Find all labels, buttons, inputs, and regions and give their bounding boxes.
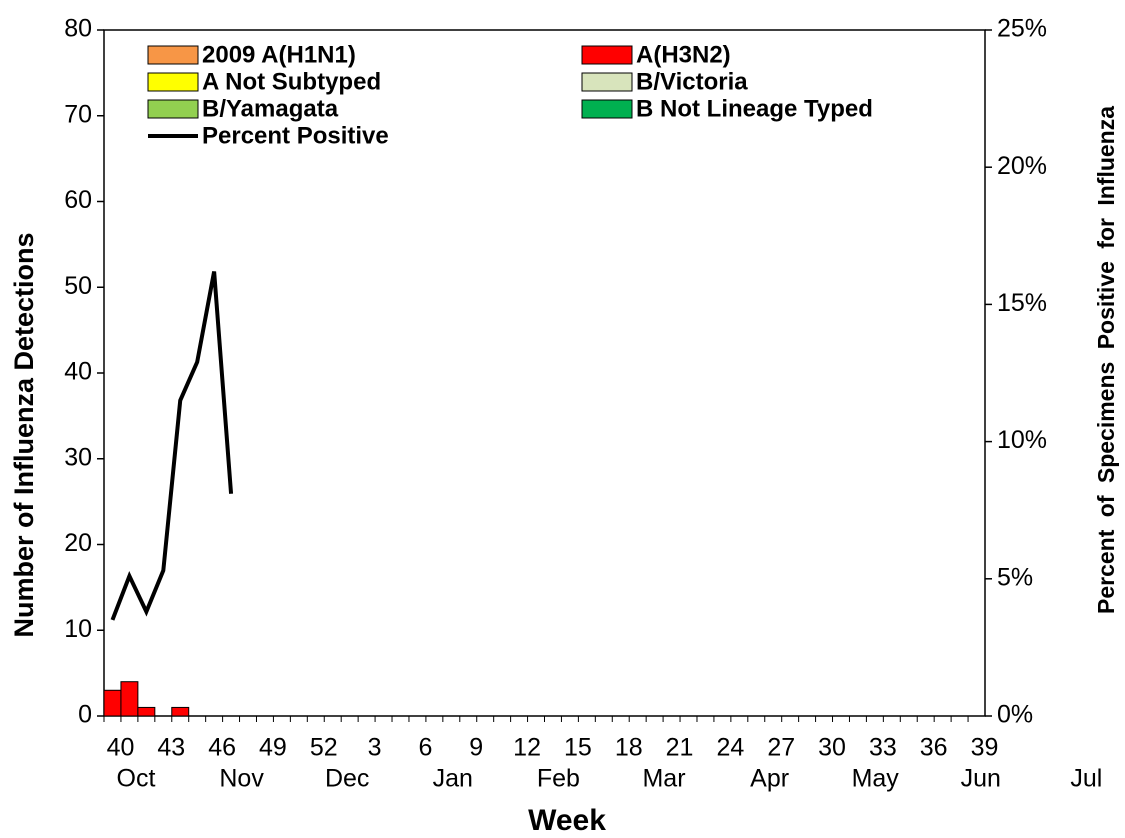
month-label: Mar [642, 765, 685, 793]
x-tick-label: 39 [971, 734, 999, 762]
legend-label: Percent Positive [202, 122, 389, 149]
y2-tick-label: 0% [997, 701, 1033, 729]
month-label: Jun [961, 765, 1001, 793]
bar [120, 681, 139, 717]
x-tick-label: 27 [767, 734, 795, 762]
y-tick-label: 60 [64, 186, 92, 214]
legend-swatch [581, 72, 633, 92]
y-tick-label: 50 [64, 272, 92, 300]
y-tick-label: 80 [64, 15, 92, 43]
x-tick-label: 15 [564, 734, 592, 762]
month-label: Feb [537, 765, 580, 793]
y2-tick-label: 25% [997, 15, 1047, 43]
legend-swatch [581, 99, 633, 119]
legend-swatch [147, 72, 199, 92]
x-tick-label: 33 [869, 734, 897, 762]
legend-swatch [147, 99, 199, 119]
month-label: Apr [750, 765, 789, 793]
y2-tick-label: 10% [997, 426, 1047, 454]
y-tick-label: 70 [64, 100, 92, 128]
x-tick-label: 46 [208, 734, 236, 762]
legend-label: B Not Lineage Typed [636, 95, 873, 122]
line [110, 271, 234, 621]
y-tick-label: 10 [64, 615, 92, 643]
month-label: Jan [433, 765, 473, 793]
x-tick-label: 36 [920, 734, 948, 762]
y-tick-label: 0 [78, 701, 92, 729]
legend-swatch [581, 45, 633, 65]
bar [171, 706, 190, 717]
y-tick-label: 40 [64, 358, 92, 386]
x-tick-label: 21 [666, 734, 694, 762]
y2-tick-label: 20% [997, 152, 1047, 180]
y2-axis-title: Percent of Specimens Positive for Influe… [1093, 106, 1119, 614]
x-axis-title: Week [528, 804, 606, 837]
legend-label: 2009 A(H1N1) [202, 41, 356, 68]
x-tick-label: 12 [513, 734, 541, 762]
x-tick-label: 24 [716, 734, 744, 762]
y-axis-title: Number of Influenza Detections [9, 232, 39, 637]
y-tick-label: 20 [64, 529, 92, 557]
bar [103, 689, 122, 717]
legend-label: A(H3N2) [636, 41, 731, 68]
x-tick-label: 43 [157, 734, 185, 762]
x-tick-label: 52 [310, 734, 338, 762]
x-tick-label: 49 [259, 734, 287, 762]
x-tick-label: 40 [107, 734, 135, 762]
legend-swatch [147, 45, 199, 65]
month-label: Nov [219, 765, 264, 793]
y2-tick-label: 15% [997, 289, 1047, 317]
month-label: May [852, 765, 900, 793]
x-tick-label: 30 [818, 734, 846, 762]
x-tick-label: 18 [615, 734, 643, 762]
month-label: Dec [325, 765, 369, 793]
x-tick-label: 3 [368, 734, 382, 762]
y2-tick-label: 5% [997, 563, 1033, 591]
month-label: Jul [1070, 765, 1102, 793]
legend-label: B/Yamagata [202, 95, 339, 122]
x-tick-label: 6 [418, 734, 432, 762]
y-tick-label: 30 [64, 443, 92, 471]
x-tick-label: 9 [469, 734, 483, 762]
legend-label: B/Victoria [636, 68, 748, 95]
bar [137, 706, 156, 717]
month-label: Oct [117, 765, 156, 793]
legend-label: A Not Subtyped [202, 68, 381, 95]
